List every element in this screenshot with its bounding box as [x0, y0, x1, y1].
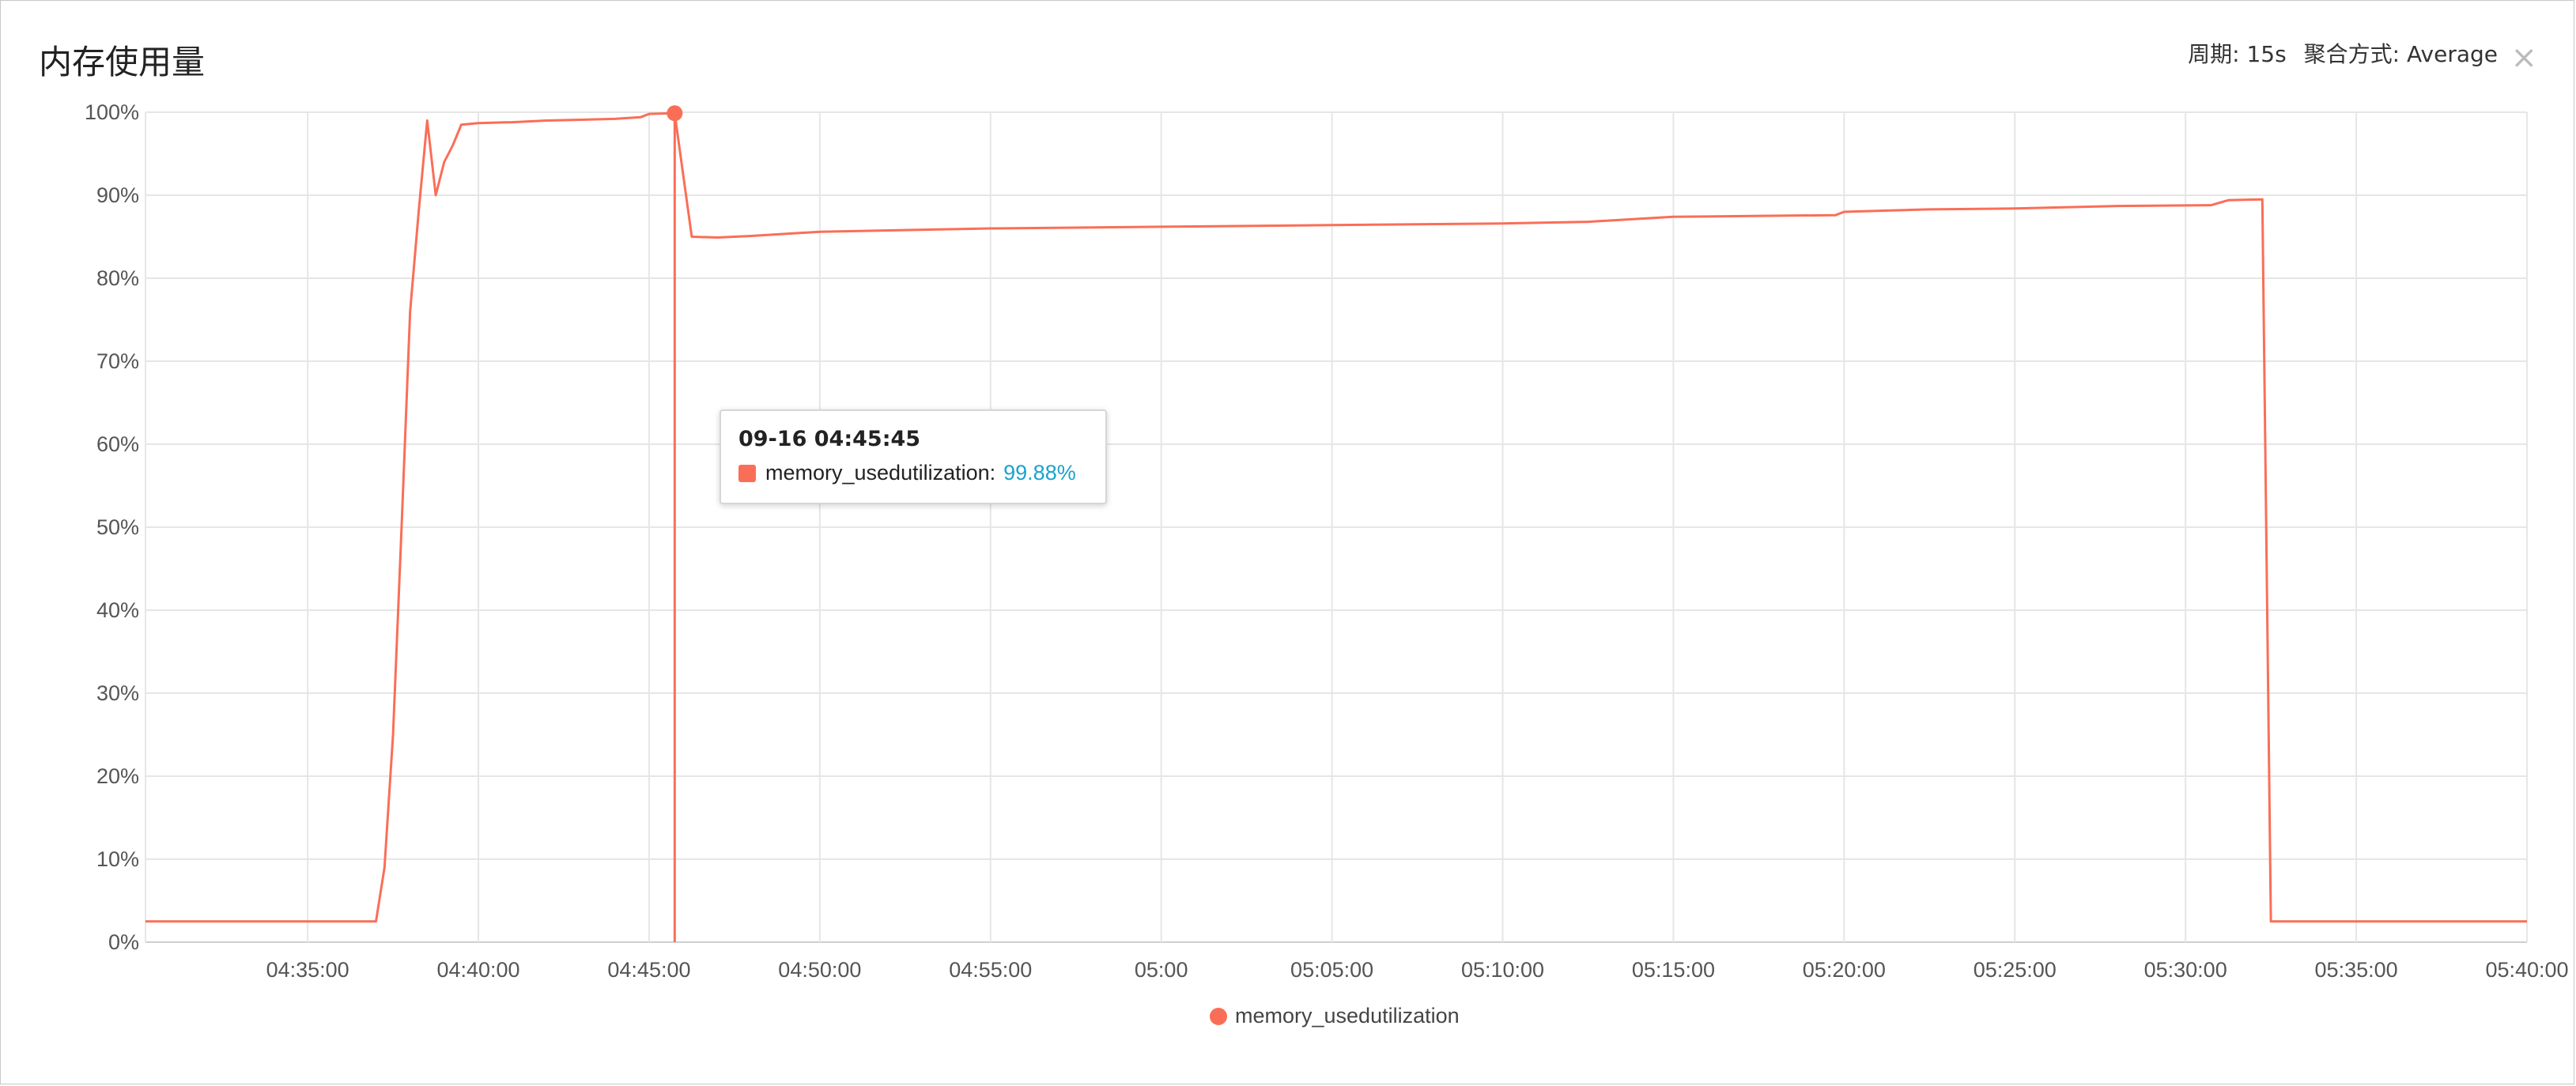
tooltip-value: 99.88%	[1003, 461, 1076, 485]
close-icon[interactable]: ×	[2510, 40, 2537, 76]
x-tick-label: 04:40:00	[436, 958, 519, 982]
tooltip-row: memory_usedutilization: 99.88%	[738, 461, 1088, 485]
y-tick-label: 50%	[96, 515, 139, 539]
tooltip-swatch	[738, 464, 756, 482]
tooltip: 09-16 04:45:45 memory_usedutilization: 9…	[720, 409, 1107, 504]
x-tick-label: 04:35:00	[266, 958, 349, 982]
y-tick-label: 20%	[96, 764, 139, 788]
x-tick-label: 05:15:00	[1632, 958, 1715, 982]
x-tick-label: 05:25:00	[1974, 958, 2057, 982]
series-layer	[145, 111, 2527, 923]
x-tick-label: 05:30:00	[2144, 958, 2227, 982]
x-tick-label: 05:20:00	[1803, 958, 1886, 982]
y-tick-label: 80%	[96, 266, 139, 290]
x-tick-label: 04:45:00	[607, 958, 690, 982]
x-tick-label: 04:55:00	[949, 958, 1032, 982]
x-tick-label: 05:05:00	[1290, 958, 1373, 982]
panel-title: 内存使用量	[39, 43, 206, 81]
y-tick-label: 40%	[96, 598, 139, 622]
period-label: 周期: 15s	[2188, 41, 2287, 67]
legend-label: memory_usedutilization	[1235, 1004, 1460, 1028]
grid-lines	[145, 111, 2528, 943]
tooltip-series-name: memory_usedutilization:	[765, 461, 996, 485]
y-tick-label: 70%	[96, 349, 139, 373]
legend-item[interactable]: memory_usedutilization	[1210, 1004, 1460, 1028]
y-tick-label: 0%	[108, 930, 139, 954]
y-tick-label: 30%	[96, 681, 139, 705]
y-tick-label: 100%	[85, 100, 139, 124]
y-tick-label: 60%	[96, 432, 139, 456]
x-tick-label: 05:00	[1135, 958, 1188, 982]
x-tick-label: 05:10:00	[1461, 958, 1544, 982]
panel-meta: 周期: 15s 聚合方式: Average	[2188, 37, 2498, 69]
tooltip-time: 09-16 04:45:45	[738, 427, 921, 451]
legend-dot-icon	[1210, 1007, 1227, 1025]
y-tick-label: 10%	[96, 847, 139, 871]
highlight-point	[667, 105, 683, 122]
series-line	[145, 111, 2527, 923]
x-tick-labels: 04:35:00 04:40:00 04:45:00 04:50:00 04:55:00…	[266, 958, 2569, 982]
x-tick-label: 04:50:00	[778, 958, 861, 982]
aggregation-label: 聚合方式: Average	[2303, 41, 2498, 67]
y-tick-label: 90%	[96, 183, 139, 207]
y-tick-labels: 0% 10% 20% 30% 40% 50% 60% 70% 80% 90% 100%	[85, 100, 139, 954]
x-tick-label: 05:40:00	[2485, 958, 2568, 982]
marker-layer	[667, 105, 683, 942]
x-tick-label: 05:35:00	[2315, 958, 2398, 982]
